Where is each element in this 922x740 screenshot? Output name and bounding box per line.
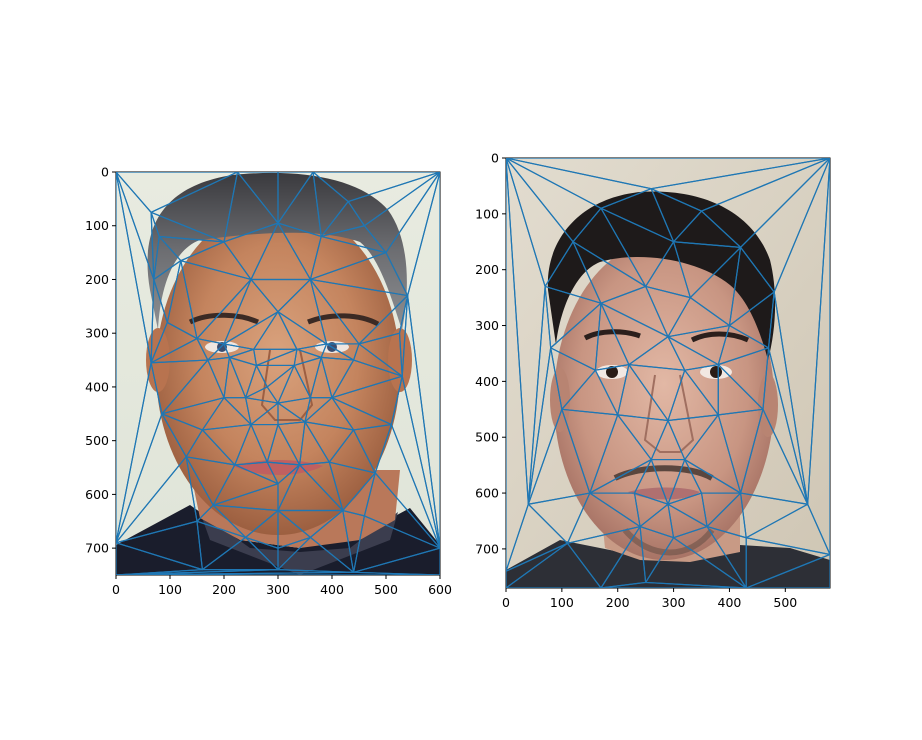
right-mesh-triangle [645, 241, 691, 299]
left-mesh-triangle [116, 569, 355, 575]
left-y-tick-label: 400 [85, 379, 109, 394]
right-y-tick-label: 400 [475, 374, 499, 389]
right-x-tick-label: 100 [550, 595, 574, 610]
left-x-tick-label: 200 [212, 582, 236, 597]
right-axis-ticks: 0 100 200 300 400 500 0 100 200 300 400 500 600 700 [475, 151, 797, 611]
right-y-tick-label: 300 [475, 318, 499, 333]
right-x-tick-label: 500 [773, 595, 797, 610]
left-portrait-image [116, 172, 440, 575]
right-y-tick-label: 0 [491, 151, 499, 166]
left-y-tick-label: 200 [85, 272, 109, 287]
right-y-tick-label: 600 [475, 486, 499, 501]
left-y-tick-label: 300 [85, 326, 109, 341]
right-x-tick-label: 0 [502, 595, 510, 610]
right-y-tick-label: 700 [475, 541, 499, 556]
left-y-tick-label: 700 [85, 541, 109, 556]
left-x-tick-label: 600 [428, 582, 452, 597]
left-mesh-triangle [401, 294, 440, 549]
right-x-tick-label: 200 [606, 595, 630, 610]
right-mesh-triangle [745, 503, 830, 556]
left-triangle-mesh [116, 172, 440, 575]
left-mesh-triangle [331, 397, 392, 431]
left-mesh-triangle [277, 464, 301, 512]
right-mesh-triangle [527, 492, 591, 544]
left-x-tick-label: 300 [266, 582, 290, 597]
left-mesh-triangle [245, 364, 268, 399]
left-axis-ticks: 0 100 200 300 400 500 600 0 100 200 300 400 500 600 70… [85, 165, 452, 598]
right-x-tick-label: 300 [662, 595, 686, 610]
left-image-axes: 0 100 200 300 400 500 600 0 100 200 300 400 500 600 70… [85, 165, 452, 598]
right-mesh-triangle [633, 458, 669, 505]
right-x-tick-label: 400 [718, 595, 742, 610]
left-x-tick-label: 500 [374, 582, 398, 597]
left-x-tick-label: 100 [158, 582, 182, 597]
left-mesh-triangle [223, 397, 252, 426]
left-x-tick-label: 0 [112, 582, 120, 597]
left-y-tick-label: 500 [85, 433, 109, 448]
right-mesh-triangle [667, 414, 719, 461]
right-mesh-triangle [645, 537, 747, 588]
left-mesh-triangle [250, 278, 311, 313]
left-y-tick-label: 600 [85, 487, 109, 502]
right-y-tick-label: 100 [475, 206, 499, 221]
left-y-tick-label: 100 [85, 218, 109, 233]
left-y-tick-label: 0 [101, 165, 109, 180]
left-mesh-triangle [304, 397, 333, 423]
right-y-tick-label: 500 [475, 430, 499, 445]
right-mesh-triangle [667, 492, 708, 528]
right-triangle-mesh [506, 158, 830, 588]
left-x-tick-label: 400 [320, 582, 344, 597]
right-image-axes: 0 100 200 300 400 500 0 100 200 300 400 500 600 700 [475, 151, 831, 611]
right-y-tick-label: 200 [475, 262, 499, 277]
left-mesh-triangle [116, 520, 203, 571]
right-mesh-triangle [617, 414, 669, 461]
right-mesh-triangle [667, 324, 731, 366]
left-mesh-triangle [353, 515, 440, 573]
right-portrait-image [506, 158, 830, 588]
